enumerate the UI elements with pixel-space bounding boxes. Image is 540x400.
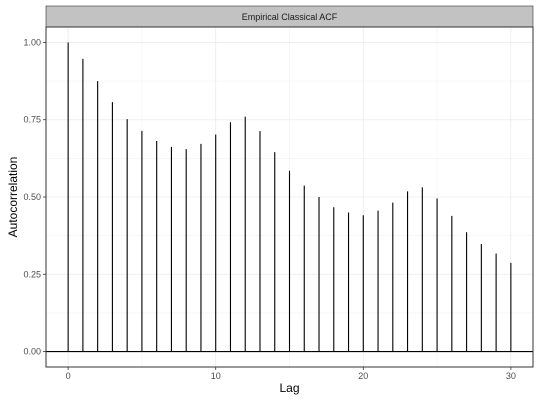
y-axis-title: Autocorrelation bbox=[6, 157, 20, 238]
y-axis-ticks: 0.00 0.25 0.50 0.75 1.00 bbox=[23, 37, 46, 357]
x-tick-label: 30 bbox=[506, 371, 516, 381]
y-tick-label: 0.75 bbox=[23, 115, 41, 125]
acf-bars bbox=[67, 42, 512, 352]
x-axis-title: Lag bbox=[279, 381, 299, 395]
x-tick-label: 0 bbox=[66, 371, 71, 381]
facet-strip-title: Empirical Classical ACF bbox=[242, 12, 338, 22]
y-tick-label: 0.25 bbox=[23, 269, 41, 279]
y-tick-label: 0.00 bbox=[23, 347, 41, 357]
x-tick-label: 20 bbox=[358, 371, 368, 381]
x-axis-ticks: 0 10 20 30 bbox=[66, 367, 516, 381]
y-tick-label: 1.00 bbox=[23, 37, 41, 47]
x-tick-label: 10 bbox=[211, 371, 221, 381]
y-tick-label: 0.50 bbox=[23, 192, 41, 202]
